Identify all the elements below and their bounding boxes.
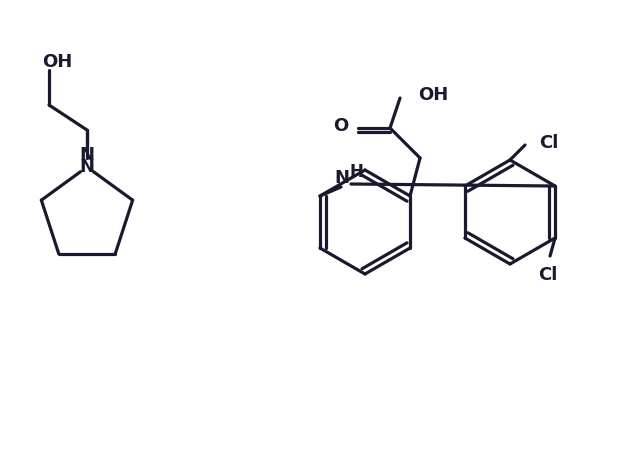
Text: OH: OH (418, 86, 448, 104)
Text: N: N (79, 146, 95, 164)
Text: H: H (349, 163, 363, 181)
Text: O: O (333, 117, 348, 135)
Text: N: N (335, 169, 349, 187)
Text: Cl: Cl (539, 134, 558, 152)
Text: Cl: Cl (538, 266, 557, 284)
Text: N: N (79, 158, 95, 176)
Text: OH: OH (42, 53, 72, 71)
